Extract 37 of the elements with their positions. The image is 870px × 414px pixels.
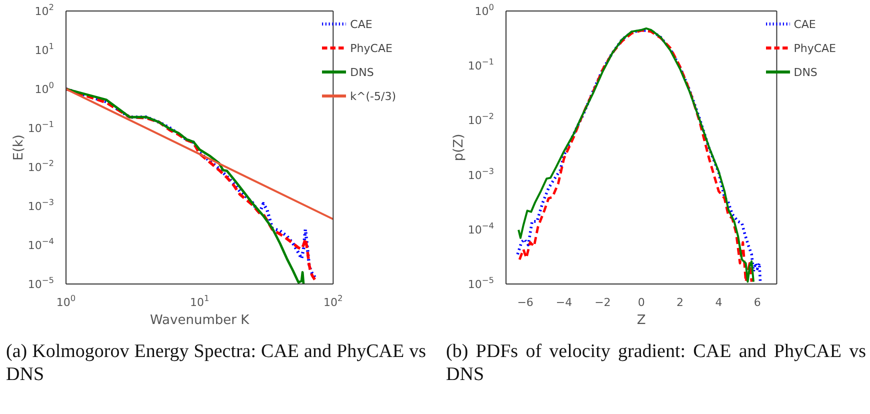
y-axis-title: p(Z) xyxy=(452,134,467,162)
x-tick-label: 10$^{0}$ xyxy=(56,293,76,309)
y-tick-label: 10$^{2}$ xyxy=(34,2,54,18)
legend-label: PhyCAE xyxy=(794,42,836,56)
text: (a) Kolmogorov Energy Spectra: CAE and PhyCAE vs DNS xyxy=(6,340,426,386)
y-tick-label: 10$^{−4}$ xyxy=(28,236,54,252)
x-tick-label: 10$^{1}$ xyxy=(190,293,210,309)
x-axis-title: Wavenumber K xyxy=(150,313,250,328)
legend-label: DNS xyxy=(350,66,374,80)
y-tick-label: 10$^{−2}$ xyxy=(28,158,54,174)
x-tick-label: −6 xyxy=(517,296,534,309)
x-tick-label: 6 xyxy=(754,296,761,309)
legend-label: DNS xyxy=(794,66,818,80)
x-tick-label: 4 xyxy=(715,296,722,309)
text: (b) PDFs of velocity gradient: CAE and PhyCAE vs DNS xyxy=(446,340,866,386)
legend-label: CAE xyxy=(350,18,372,32)
y-tick-label: 10$^{−5}$ xyxy=(468,275,494,291)
y-tick-label: 10$^{−1}$ xyxy=(28,119,54,135)
y-tick-label: 10$^{−2}$ xyxy=(468,111,494,128)
y-tick-label: 10$^{1}$ xyxy=(34,41,54,57)
y-tick-label: 10$^{−3}$ xyxy=(468,166,494,182)
legend-label: PhyCAE xyxy=(350,42,392,56)
x-tick-label: 10$^{2}$ xyxy=(324,293,343,309)
y-tick-label: 10$^{−4}$ xyxy=(468,220,494,236)
y-tick-label: 10$^{−3}$ xyxy=(28,197,54,213)
y-tick-label: 10$^{0}$ xyxy=(34,80,54,96)
legend-label: k^(-5/3) xyxy=(350,90,396,104)
y-tick-label: 10$^{−5}$ xyxy=(28,275,54,291)
x-tick-label: 0 xyxy=(638,296,645,309)
y-axis-title: E(k) xyxy=(12,134,27,160)
legend-label: CAE xyxy=(794,18,816,32)
x-axis-title: Z xyxy=(636,313,646,328)
y-tick-label: 10$^{0}$ xyxy=(474,2,494,18)
x-tick-label: −2 xyxy=(594,296,611,309)
x-tick-label: −4 xyxy=(556,296,572,309)
y-tick-label: 10$^{−1}$ xyxy=(468,56,494,73)
x-tick-label: 2 xyxy=(676,296,684,309)
